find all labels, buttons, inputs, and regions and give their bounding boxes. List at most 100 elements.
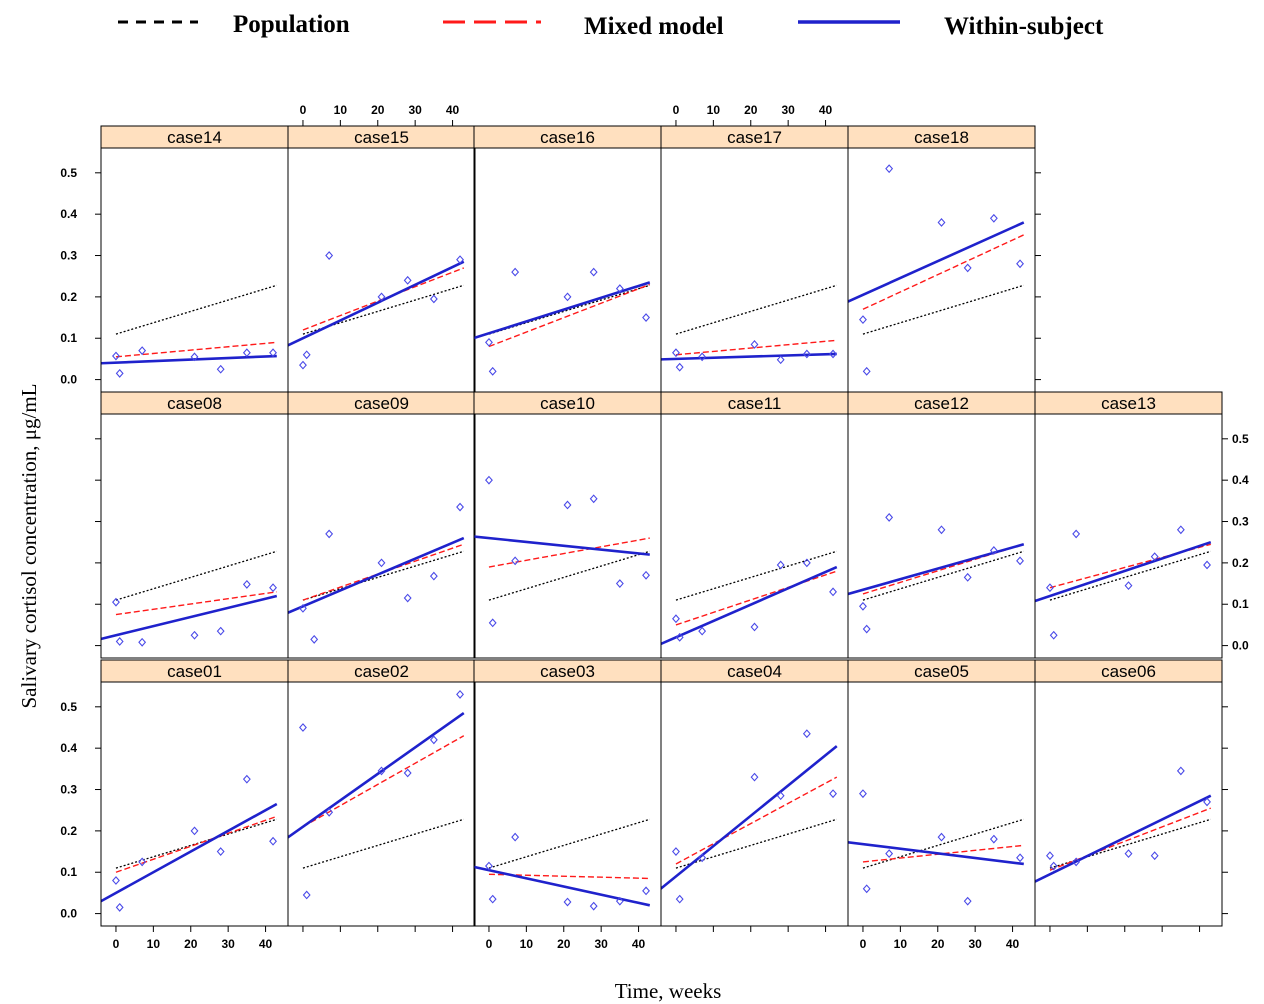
- data-point-case09: [456, 502, 464, 512]
- data-point-case16: [615, 284, 624, 294]
- data-point-case05: [937, 832, 946, 842]
- strip-label-case13: case13: [1101, 394, 1156, 413]
- data-point-case10: [511, 556, 520, 566]
- panel-frame-case13: [1034, 413, 1223, 659]
- data-point-case04: [672, 847, 680, 856]
- data-point-case12: [885, 512, 894, 522]
- x-tick-label: 0: [113, 937, 120, 951]
- data-point-case09: [299, 603, 307, 613]
- data-point-case08: [115, 637, 124, 646]
- within-line-case16: [474, 281, 651, 340]
- panel-case04: case04: [660, 659, 849, 927]
- x-tick-label: 30: [968, 937, 982, 951]
- data-point-case09: [403, 593, 412, 603]
- within-line-case18: [848, 221, 1025, 303]
- data-point-case11: [829, 587, 837, 597]
- y-tick-label: 0.4: [1232, 473, 1249, 487]
- data-point-case13: [1072, 529, 1081, 539]
- data-point-case02: [302, 890, 311, 900]
- data-point-case08: [138, 637, 147, 647]
- data-point-case17: [776, 355, 785, 365]
- panel-grid: case14 case15 case16 case17 case18 case08 case…: [100, 125, 1223, 927]
- x-tick-label: 40: [819, 103, 833, 117]
- data-point-case01: [190, 826, 199, 836]
- panel-frame-case08: [100, 413, 289, 659]
- x-tick-label: 0: [860, 937, 867, 951]
- x-tick-label: 20: [371, 103, 385, 117]
- data-point-case05: [862, 884, 871, 894]
- within-line-case02: [288, 711, 465, 839]
- panel-case02: case02: [287, 659, 476, 927]
- data-point-case15: [429, 294, 438, 304]
- data-point-case11: [698, 626, 707, 636]
- population-line-case09: [302, 550, 464, 601]
- mixed-line-case04: [675, 776, 838, 865]
- data-point-case17: [802, 349, 811, 359]
- plot-area-case11: [661, 550, 838, 646]
- data-point-case08: [216, 626, 225, 636]
- data-point-case10: [589, 494, 598, 504]
- within-line-case03: [474, 865, 651, 907]
- mixed-line-case08: [115, 591, 277, 616]
- data-point-case06: [1150, 851, 1159, 861]
- data-point-case18: [885, 164, 894, 174]
- mixed-line-case10: [488, 537, 650, 568]
- data-point-case09: [429, 571, 438, 581]
- data-point-case04: [802, 729, 811, 739]
- x-tick-label: 30: [221, 937, 235, 951]
- within-line-case13: [1035, 540, 1212, 603]
- data-point-case12: [937, 525, 946, 535]
- data-point-case16: [511, 267, 520, 277]
- data-point-case06: [1049, 861, 1058, 871]
- population-line-case18: [862, 284, 1024, 335]
- panel-case14: case14: [100, 125, 289, 393]
- x-tick-label: 20: [184, 937, 198, 951]
- data-point-case14: [216, 364, 225, 374]
- strip-label-case14: case14: [167, 128, 222, 147]
- plot-area-case03: [474, 818, 651, 911]
- panel-case17: case17: [660, 125, 849, 393]
- data-point-case14: [112, 351, 120, 361]
- data-point-case11: [802, 558, 811, 568]
- panel-frame-case02: [287, 681, 476, 927]
- strip-label-case06: case06: [1101, 662, 1156, 681]
- data-point-case17: [698, 352, 707, 362]
- y-tick-label: 0.0: [60, 907, 77, 921]
- data-point-case06: [1176, 766, 1185, 776]
- panel-case08: case08: [100, 391, 289, 659]
- strip-label-case03: case03: [540, 662, 595, 681]
- panel-case06: case06: [1034, 659, 1223, 927]
- plot-area-case10: [474, 475, 650, 628]
- plot-area-case06: [1035, 766, 1212, 884]
- plot-area-case15: [288, 251, 465, 370]
- axis-ticks: 0 10 20 30 40 0 10 20 30 40 0 10 20 30 40 0 10 20 30 40 0 10 2…: [60, 103, 1249, 951]
- data-point-case10: [642, 570, 650, 580]
- data-point-case13: [1046, 583, 1054, 593]
- plot-area-case18: [848, 164, 1025, 376]
- x-tick-label: 10: [147, 937, 161, 951]
- strip-label-case15: case15: [354, 128, 409, 147]
- data-point-case11: [672, 614, 680, 624]
- panel-frame-case05: [847, 681, 1036, 927]
- plot-area-case02: [288, 689, 465, 900]
- population-line-case14: [115, 284, 277, 335]
- mixed-line-case01: [115, 815, 278, 873]
- panel-case11: case11: [660, 391, 849, 659]
- population-line-case02: [302, 818, 464, 869]
- y-tick-label: 0.0: [1232, 639, 1249, 653]
- data-point-case06: [1203, 797, 1211, 807]
- panel-case15: case15: [287, 125, 476, 393]
- plot-area-case05: [848, 789, 1024, 906]
- within-line-case11: [661, 565, 838, 646]
- panel-frame-case12: [847, 413, 1036, 659]
- strip-label-case11: case11: [728, 394, 782, 413]
- x-tick-label: 20: [557, 937, 571, 951]
- data-point-case14: [115, 368, 124, 378]
- data-point-case05: [989, 834, 998, 844]
- data-point-case17: [672, 348, 680, 358]
- data-point-case13: [1124, 581, 1133, 591]
- data-point-case16: [488, 366, 497, 376]
- data-point-case13: [1049, 630, 1058, 640]
- data-point-case16: [589, 267, 598, 277]
